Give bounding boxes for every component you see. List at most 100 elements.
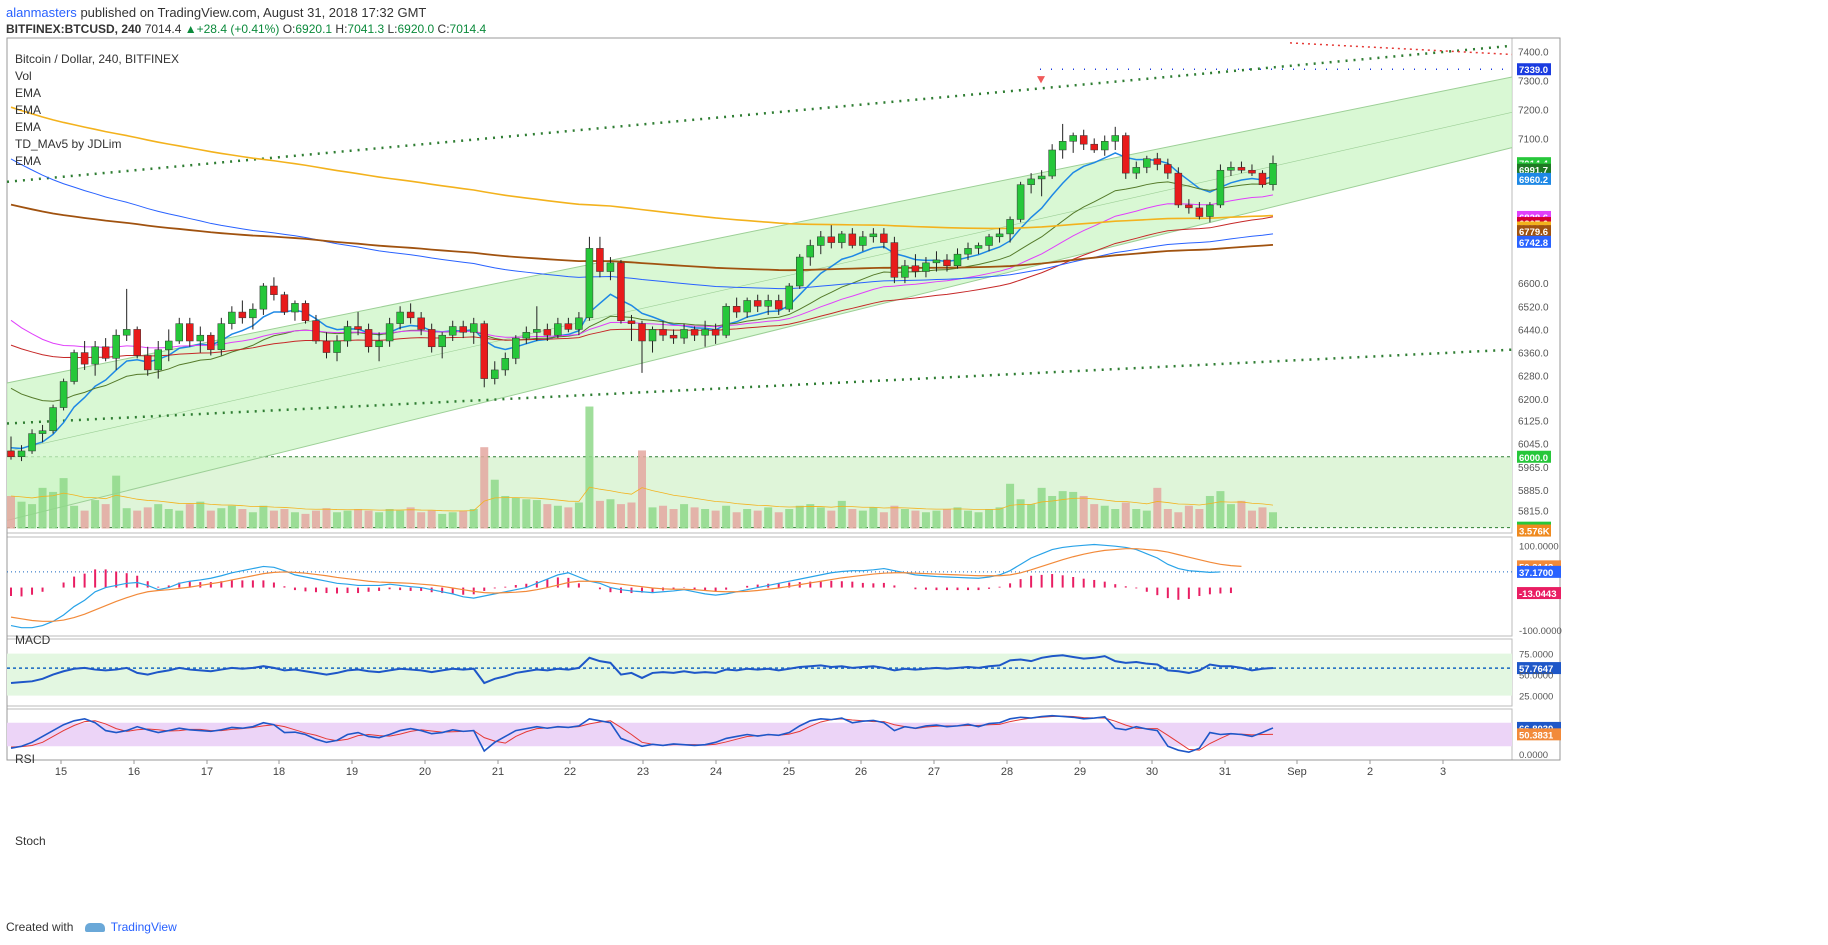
macd-axis-label: -13.0443 — [1519, 589, 1557, 600]
volume-bar — [711, 510, 720, 529]
volume-bar — [837, 500, 846, 529]
macd-signal-line — [10, 548, 1242, 622]
rsi-line — [10, 654, 1274, 685]
volume-bar — [921, 512, 930, 529]
candle — [848, 233, 857, 246]
legend-item-td-ma[interactable]: TD_MAv5 by JDLim — [15, 137, 122, 151]
candle — [291, 303, 299, 313]
price-label: 6960.2 — [1519, 175, 1548, 186]
volume-bar — [1205, 495, 1214, 529]
candle — [186, 323, 194, 342]
price-axis-tick: 6125.0 — [1518, 417, 1549, 428]
candle — [648, 329, 657, 342]
legend-item-ema-1[interactable]: EMA — [15, 86, 42, 100]
ema-21-line — [10, 181, 1274, 402]
volume-bar — [269, 510, 278, 529]
candle — [354, 326, 362, 330]
candle — [175, 323, 184, 342]
x-axis-label: 15 — [55, 766, 67, 778]
x-axis-label: 18 — [273, 766, 285, 778]
volume-bar — [280, 509, 289, 529]
candle — [617, 262, 625, 321]
price-axis-tick: 5965.0 — [1518, 463, 1549, 474]
candle — [585, 248, 594, 319]
legend-item-ema-2[interactable]: EMA — [15, 103, 42, 117]
price-axis-tick: 7400.0 — [1518, 48, 1549, 59]
volume-bar — [585, 406, 594, 529]
candle — [564, 323, 573, 330]
x-axis-label: 2 — [1367, 766, 1373, 778]
volume-bar — [764, 507, 773, 529]
tradingview-brand-link[interactable]: TradingView — [110, 920, 177, 934]
candle — [207, 334, 215, 350]
candle — [711, 329, 720, 336]
price-label-box — [1517, 225, 1551, 238]
volume-bar — [553, 505, 562, 529]
candle — [480, 323, 488, 379]
volume-bar — [112, 475, 121, 529]
candle — [1079, 135, 1088, 145]
candle — [396, 311, 404, 324]
volume-bar — [795, 505, 804, 529]
volume-bar — [1121, 502, 1130, 529]
candle — [817, 236, 825, 246]
volume-bar — [217, 508, 226, 529]
x-axis-label: 25 — [783, 766, 795, 778]
candle — [469, 323, 478, 333]
candle — [17, 450, 26, 458]
volume-bar — [385, 509, 394, 529]
price-axis-tick: 5885.0 — [1518, 486, 1549, 497]
volume-bar — [606, 499, 615, 529]
volume-bar — [806, 504, 815, 529]
volume-bar — [985, 509, 994, 529]
legend-item-ema-4[interactable]: EMA — [15, 154, 42, 168]
x-axis-label: 17 — [201, 766, 213, 778]
candle — [1248, 169, 1256, 174]
sell-signal-arrow — [1037, 76, 1045, 84]
candle — [28, 433, 36, 452]
price-label: 3.576K — [1519, 527, 1550, 538]
candle — [1027, 178, 1035, 185]
candle — [512, 337, 520, 359]
volume-bar — [17, 501, 26, 529]
legend-item-vol[interactable]: Vol — [15, 69, 32, 83]
candle — [1143, 158, 1151, 168]
volume-bar — [942, 509, 951, 529]
candle — [343, 326, 352, 342]
volume-bar — [1100, 505, 1109, 529]
legend-item-ema-3[interactable]: EMA — [15, 120, 42, 134]
volume-bar — [427, 510, 436, 529]
volume-bar — [848, 509, 857, 529]
volume-bar — [143, 507, 152, 529]
trendline-red — [1289, 42, 1513, 56]
volume-bar — [91, 500, 100, 529]
x-axis-label: 26 — [855, 766, 867, 778]
volume-bar — [1058, 491, 1067, 529]
candle — [1164, 164, 1172, 174]
volume-bar — [1090, 504, 1099, 529]
rsi-axis-label: 50.0000 — [1519, 671, 1553, 682]
volume-bar — [1258, 507, 1267, 529]
volume-bar — [1069, 491, 1078, 529]
candle — [1174, 172, 1183, 206]
volume-bar — [1247, 510, 1256, 529]
volume-bar — [480, 447, 489, 529]
rsi-pane-title: RSI — [15, 752, 36, 766]
volume-bar — [164, 509, 173, 529]
author-link[interactable]: alanmasters — [6, 5, 77, 20]
volume-bar — [7, 495, 15, 529]
stoch-pane-title: Stoch — [15, 834, 46, 848]
candle — [869, 233, 878, 238]
volume-bar — [375, 512, 384, 529]
candle — [80, 352, 89, 365]
price-label: 6779.6 — [1519, 227, 1548, 238]
volume-bar — [311, 510, 320, 529]
ema-200-line — [10, 106, 1274, 230]
volume-bar — [490, 479, 499, 529]
high-label: H: — [335, 22, 348, 36]
volume-bar — [680, 504, 689, 529]
volume-bar — [101, 504, 110, 529]
candle — [259, 285, 268, 310]
high-value: 7041.3 — [347, 22, 385, 36]
